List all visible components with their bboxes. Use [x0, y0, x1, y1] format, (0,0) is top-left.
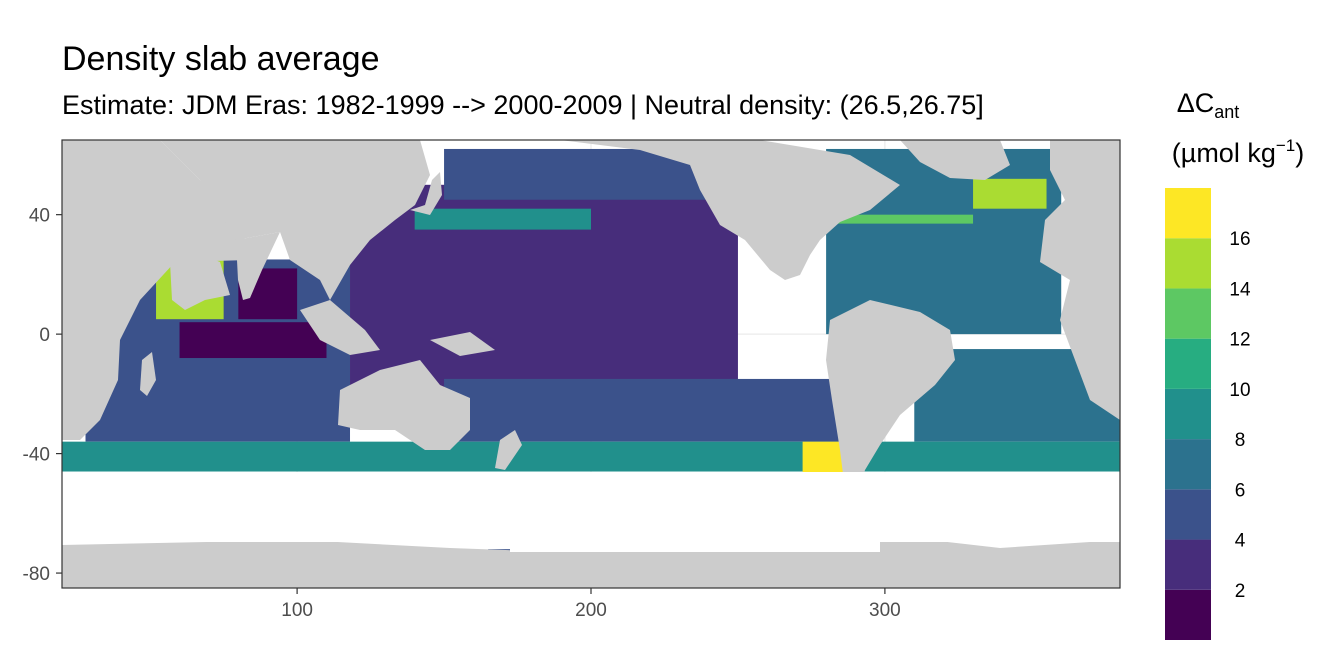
chart-subtitle: Estimate: JDM Eras: 1982-1999 --> 2000-2…	[62, 90, 984, 120]
land-australia	[338, 360, 470, 450]
land-india	[236, 232, 280, 300]
legend-tick-label: 2	[1235, 581, 1246, 602]
legend-bin	[1165, 489, 1211, 540]
legend-bin	[1165, 188, 1211, 239]
region-cell	[973, 178, 1047, 209]
x-tick-label: 200	[575, 600, 607, 621]
land-new-guinea	[430, 332, 495, 356]
legend-title: ΔCant	[1177, 88, 1240, 122]
no-data-south-band	[62, 472, 1120, 542]
land-arabia	[170, 250, 230, 310]
legend-tick-label: 10	[1229, 380, 1250, 401]
land-africa	[62, 140, 250, 440]
panel-border	[61, 139, 1121, 589]
legend-unit-close: )	[1295, 138, 1304, 168]
y-tick-label: -80	[23, 564, 50, 585]
legend-tick-label: 8	[1235, 430, 1246, 451]
y-tick-label: -40	[23, 445, 50, 466]
legend-tick-label: 6	[1235, 480, 1246, 501]
legend-tick-label: 12	[1229, 330, 1250, 351]
no-data-patches	[62, 472, 1120, 552]
legend-tick-label: 16	[1229, 229, 1250, 250]
legend-tick-label: 4	[1235, 531, 1246, 552]
region-cell	[179, 322, 327, 359]
chart-title: Density slab average	[62, 40, 380, 78]
region-cell	[444, 378, 856, 442]
legend-bin	[1165, 589, 1211, 640]
legend-unit-text: (µmol kg	[1172, 138, 1276, 168]
x-tick-label: 100	[281, 600, 313, 621]
no-data-drake-gap	[510, 540, 880, 552]
land-new-zealand	[495, 430, 522, 470]
land-japan	[410, 172, 442, 215]
legend-ticks: 2 4 6 8 10 12 14 16	[1229, 229, 1251, 602]
x-tick-label: 300	[869, 600, 901, 621]
legend-bin	[1165, 288, 1211, 339]
land-eurasia	[160, 140, 430, 300]
y-tick-label: 0	[39, 325, 50, 346]
land-maritime-asia	[300, 300, 380, 355]
land-layer	[62, 140, 1120, 588]
land-north-america	[560, 140, 900, 280]
legend: ΔCant (µmol kg−1) 2 4 6 8 10 12 14 16	[1165, 88, 1304, 640]
land-madagascar	[140, 352, 156, 396]
land-europe-west	[1040, 140, 1120, 420]
legend-unit-sup: −1	[1276, 136, 1295, 155]
legend-bin	[1165, 539, 1211, 590]
x-axis: 100 200 300	[281, 588, 901, 621]
region-cell	[62, 441, 1120, 472]
region-cell	[414, 208, 591, 230]
legend-bin	[1165, 238, 1211, 289]
legend-colorbar	[1165, 188, 1211, 640]
land-greenland	[900, 140, 1010, 180]
legend-title-sub: ant	[1214, 102, 1239, 122]
legend-title-main: ΔC	[1177, 88, 1215, 118]
y-axis: 40 0 -40 -80	[23, 206, 62, 585]
legend-bin	[1165, 338, 1211, 389]
land-south-america	[826, 300, 955, 500]
region-cell	[826, 214, 974, 224]
legend-unit: (µmol kg−1)	[1172, 136, 1304, 168]
legend-tick-label: 14	[1229, 279, 1251, 300]
legend-bin	[1165, 439, 1211, 490]
legend-bin	[1165, 388, 1211, 440]
y-tick-label: 40	[29, 206, 50, 227]
